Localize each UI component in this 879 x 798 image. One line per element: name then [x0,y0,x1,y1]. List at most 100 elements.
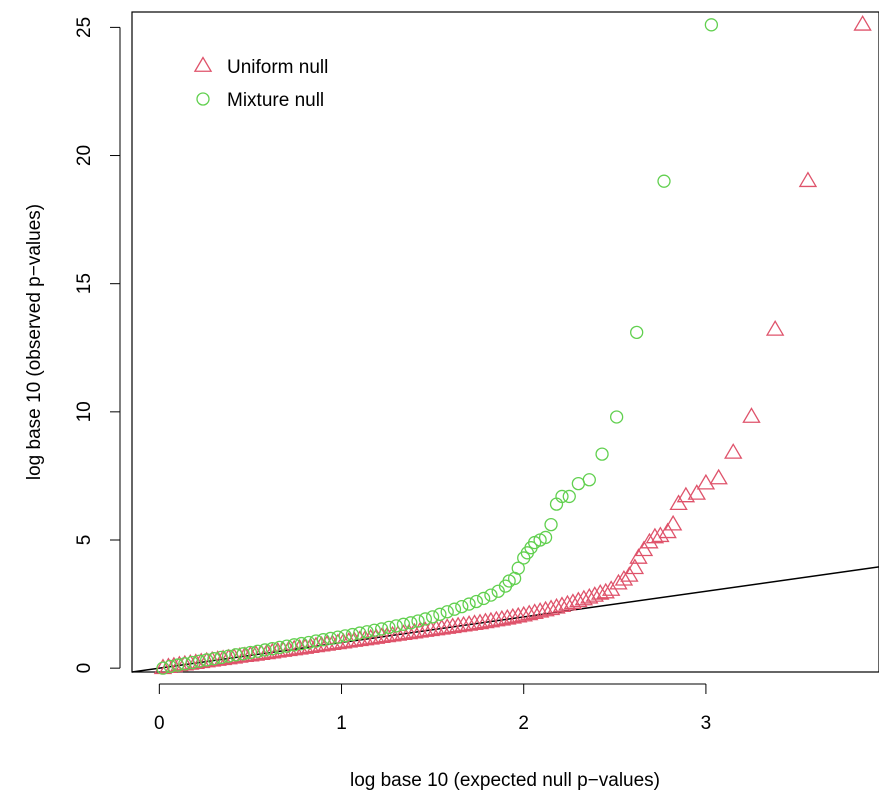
data-point [418,612,432,626]
data-point [455,599,469,614]
data-point [388,625,408,641]
legend-item: Mixture null [196,90,324,111]
data-point [274,641,293,657]
data-point [536,600,555,617]
legend: Uniform null Mixture null [193,56,328,111]
data-point [382,620,396,635]
data-point [440,605,454,619]
data-point [287,638,301,652]
data-point [185,655,199,670]
data-point [541,599,561,616]
data-point [609,573,628,590]
y-axis: 0 5 10 15 20 25 [74,17,121,673]
data-point [290,638,309,655]
legend-marker [193,56,213,72]
data-point [345,627,360,642]
data-point [625,558,645,575]
data-point [476,612,495,629]
data-point [514,605,533,622]
data-point [669,494,688,511]
data-point [525,603,544,619]
data-point [272,640,287,655]
data-point [219,648,238,665]
data-point [511,561,525,575]
x-tick-label: 1 [336,713,347,734]
data-point [229,648,243,662]
data-point [609,410,624,424]
legend-label: Uniform null [227,57,328,78]
data-point [360,625,374,639]
data-point [443,617,462,634]
data-point [197,651,216,668]
x-tick-label: 0 [154,713,165,734]
x-tick-label: 2 [518,713,529,734]
data-point [323,631,338,646]
data-point [163,659,177,674]
data-point [251,644,265,658]
legend-label: Mixture null [227,90,324,111]
data-point [425,610,440,624]
data-point [585,586,604,602]
data-point [396,617,411,631]
data-point [634,540,654,557]
data-point [295,638,315,654]
data-point [252,644,271,660]
data-point [153,658,173,675]
data-point [687,484,707,500]
data-point [312,635,331,652]
points-layer [153,15,872,675]
data-point [317,635,337,651]
data-point [214,650,228,665]
data-point [742,407,761,423]
data-point [503,607,522,624]
data-point [582,473,596,487]
data-point [404,616,418,630]
data-point [178,657,192,671]
data-point [192,654,207,668]
data-point [294,636,309,651]
x-tick-label: 3 [701,713,712,734]
y-tick-label: 10 [74,401,95,422]
data-point [156,661,170,675]
data-point [614,569,634,586]
data-point [432,618,451,635]
data-point [367,623,381,637]
data-point [492,609,512,626]
data-point [657,174,671,188]
data-point [476,591,491,606]
data-point [207,652,221,666]
data-point [709,468,728,485]
data-point [552,596,572,613]
data-point [595,447,609,461]
data-point [491,584,505,598]
data-point [853,15,872,31]
data-point [236,647,250,661]
data-point [208,650,227,666]
data-point [571,476,586,491]
data-point [487,610,506,627]
data-point [544,517,558,532]
data-point [676,486,696,503]
data-point [263,642,282,659]
data-point [651,526,670,543]
series-mixture-null [156,18,719,675]
data-point [596,582,615,599]
data-point [302,635,316,650]
data-point [481,611,501,628]
data-point [394,624,413,640]
data-point [459,615,479,631]
y-tick-label: 15 [74,273,95,294]
data-point [462,597,476,611]
data-point [798,171,818,188]
data-point [696,473,716,490]
data-point [658,522,677,539]
data-point [547,597,566,614]
y-axis-title: log base 10 (observed p−values) [24,204,45,480]
data-point [538,530,553,545]
y-tick-label: 25 [74,17,95,38]
x-axis: 0 1 2 3 [154,683,712,734]
data-point [389,619,403,633]
data-point [243,645,258,660]
legend-item: Uniform null [193,56,328,78]
